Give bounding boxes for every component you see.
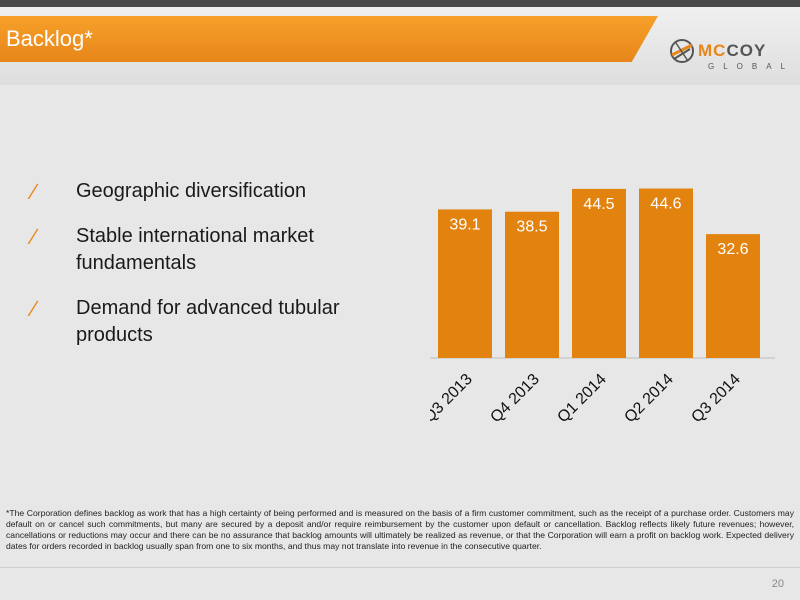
- x-tick-label: Q3 2014: [688, 371, 743, 426]
- page-number: 20: [771, 578, 784, 590]
- title-band: Backlog*: [0, 16, 658, 62]
- header: Backlog* MCCOY GLOBAL: [0, 7, 800, 85]
- x-tick-label: Q4 2013: [487, 371, 542, 426]
- bullet-text: Geographic diversification: [76, 180, 307, 202]
- bar-q3-2014: [706, 234, 760, 358]
- bullet-slash-icon: ∕: [32, 224, 36, 249]
- data-label: 44.6: [650, 196, 681, 213]
- bullet-text: Demand for advanced tubular products: [76, 297, 340, 346]
- bullet-item: ∕ Demand for advanced tubular products: [32, 295, 382, 349]
- footer-divider: [0, 567, 800, 568]
- bullet-item: ∕ Stable international market fundamenta…: [32, 223, 382, 277]
- bullet-slash-icon: ∕: [32, 179, 36, 204]
- backlog-bar-chart: 39.1 Q3 2013 38.5 Q4 2013 44.5 Q1 2014 44.6 Q2 …: [430, 188, 775, 426]
- footnote: *The Corporation defines backlog as work…: [6, 508, 794, 551]
- globe-icon: [670, 39, 694, 63]
- x-tick-label: Q2 2014: [621, 371, 676, 426]
- bullet-slash-icon: ∕: [32, 296, 36, 321]
- bullet-list: ∕ Geographic diversification ∕ Stable in…: [32, 178, 382, 367]
- bar-q2-2014: [639, 188, 693, 358]
- logo-word-part2: COY: [726, 41, 767, 60]
- data-label: 39.1: [449, 216, 480, 233]
- data-label: 32.6: [717, 241, 748, 258]
- logo-subword: GLOBAL: [708, 62, 795, 71]
- data-label: 44.5: [583, 196, 614, 213]
- bar-q3-2013: [438, 209, 492, 358]
- bar-q1-2014: [572, 188, 626, 358]
- bullet-item: ∕ Geographic diversification: [32, 178, 382, 205]
- logo-wordmark: MCCOY: [698, 41, 766, 61]
- company-logo: MCCOY GLOBAL: [668, 35, 788, 75]
- logo-word-part1: MC: [698, 41, 727, 60]
- data-label: 38.5: [516, 219, 547, 236]
- slide-title: Backlog*: [6, 26, 93, 51]
- bar-q4-2013: [505, 211, 559, 358]
- bullet-text: Stable international market fundamentals: [76, 225, 314, 274]
- x-tick-label: Q1 2014: [554, 371, 609, 426]
- x-tick-label: Q3 2013: [430, 371, 476, 426]
- top-bar: [0, 0, 800, 7]
